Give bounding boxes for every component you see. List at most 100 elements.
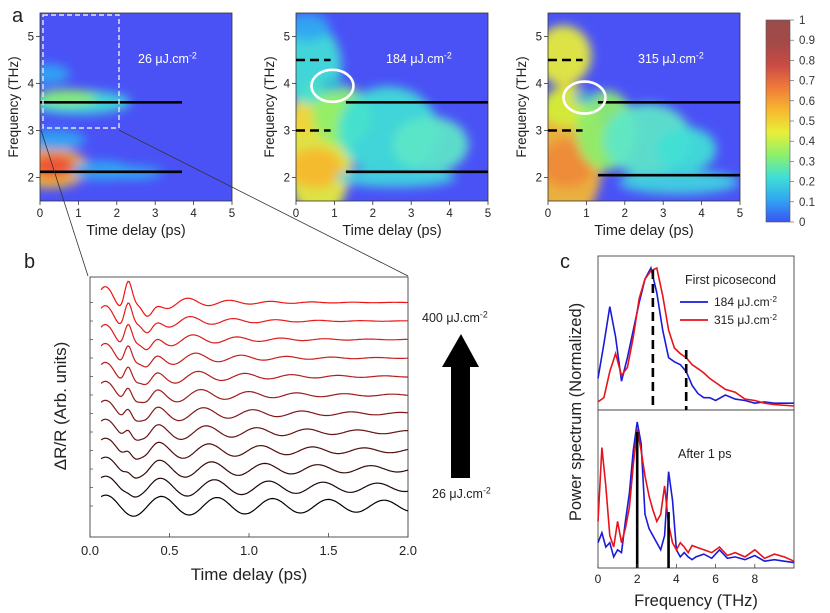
x-tick-label: 1 [75,208,81,220]
reflectivity-trace [100,475,409,498]
zoom-region-box [42,14,120,129]
heatmap-field [548,13,740,201]
x-tick-label: 1 [583,208,589,220]
y-tick-label: 5 [28,32,34,44]
y-tick-label: 2 [28,173,34,185]
x-tick-label: 2 [622,208,628,220]
colorbar-tick-label: 1 [799,15,805,27]
x-tick-label: 0 [37,208,43,220]
legend-label: 184 μJ.cm-2 [714,294,777,309]
x-tick-label: 4 [446,208,453,220]
x-tick-label: 4 [673,572,680,586]
x-tick-label: 0.0 [81,543,99,558]
zoom-connector-left [40,129,89,277]
reflectivity-trace [100,342,408,368]
x-tick-label: 6 [712,572,719,586]
heatmap-intensity [40,64,163,189]
heatmap-26: 26 μJ.cm-2 0 1 2 3 4 5 2 3 4 5 Time delay (ps) Frequ… [6,12,235,239]
panel-b-traces: 0.0 0.5 1.0 1.5 2.0 Time delay (ps) ΔR/R (Arb.… [51,276,491,584]
x-tick-label: 2 [634,572,641,586]
reflectivity-trace [100,361,408,386]
x-axis-label: Frequency (THz) [634,592,758,610]
intensity-arrow [442,334,479,478]
colorbar-tick-label: 0.6 [799,96,815,108]
panel-label-c: c [560,251,570,273]
y-tick-label: 5 [284,32,290,44]
x-tick-label: 3 [152,208,158,220]
y-tick-label: 4 [28,79,35,91]
x-tick-label: 4 [698,208,705,220]
x-tick-label: 5 [229,208,235,220]
panel-label-b: b [24,251,35,273]
fluence-annotation: 315 μJ.cm-2 [638,51,704,66]
reflectivity-trace [100,302,408,334]
x-tick-label: 3 [660,208,666,220]
fluence-bottom-label: 26 μJ.cm-2 [432,486,491,501]
colorbar-tick-label: 0.3 [799,156,815,168]
colorbar-tick-label: 0.1 [799,197,815,209]
x-tick-label: 1.0 [240,543,258,558]
intensity-blob [335,167,456,188]
x-axis-label: Time delay (ps) [594,223,693,239]
intensity-blob [40,129,86,150]
y-tick-label: 4 [284,79,291,91]
reflectivity-trace [100,437,409,460]
fluence-top-label: 400 μJ.cm-2 [422,310,488,325]
heatmap-frame [295,12,489,202]
intensity-blob [618,170,739,195]
highlight-circle [562,80,607,115]
heatmap-frame [547,12,741,202]
panel-c-title-bottom: After 1 ps [678,447,732,461]
highlight-circle [310,68,355,104]
panel-c-frame [597,255,795,569]
spectrum-184 [597,421,795,564]
x-axis-label: Time delay (ps) [86,223,185,239]
y-tick-label: 3 [536,126,542,138]
x-tick-label: 5 [737,208,743,220]
colorbar-tick-label: 0.5 [799,116,815,128]
reflectivity-trace [100,494,409,517]
intensity-blob [656,127,717,172]
reflectivity-trace [100,399,409,422]
x-tick-label: 8 [751,572,758,586]
colorbar-tick-label: 0.2 [799,177,815,189]
intensity-blob [548,25,592,86]
y-axis-label: Frequency (THz) [6,56,21,157]
reflectivity-trace [100,323,408,351]
x-tick-label: 0.5 [160,543,178,558]
heatmap-frame [39,12,233,202]
colorbar: 0 0.1 0.2 0.3 0.4 0.5 0.6 0.7 0.8 0.9 1 [765,15,816,229]
panel-c-spectra: First picosecond After 1 ps 184 μJ.cm-2 315… [567,255,795,610]
x-tick-label: 0 [293,208,299,220]
x-tick-label: 2 [114,208,120,220]
intensity-blob [296,13,330,42]
y-axis-label: Power spectrum (Normalized) [567,303,585,521]
intensity-blob [320,79,345,92]
reflectivity-trace [100,280,408,317]
fluence-annotation: 184 μJ.cm-2 [386,51,452,66]
y-axis-label: Frequency (THz) [514,56,529,157]
heatmap-field [40,13,232,201]
spectrum-315 [597,266,795,407]
colorbar-gradient [765,19,791,223]
x-tick-label: 0 [595,572,602,586]
panel-label-a: a [12,5,24,27]
x-tick-label: 1.5 [319,543,337,558]
heatmap-315: 315 μJ.cm-2 0 1 2 3 4 5 2 3 4 5 Time delay (ps) Freq… [514,12,743,239]
x-tick-label: 5 [485,208,491,220]
colorbar-tick-label: 0.7 [799,76,815,88]
colorbar-tick-label: 0 [799,217,805,229]
intensity-blob [572,91,597,104]
reflectivity-trace [100,418,408,441]
intensity-blob [40,153,76,178]
fluence-annotation: 26 μJ.cm-2 [138,51,197,66]
y-tick-label: 3 [284,126,290,138]
zoom-connector-right [118,129,409,277]
y-tick-label: 4 [536,79,543,91]
y-tick-label: 2 [284,173,290,185]
y-axis-label: Frequency (THz) [262,56,277,157]
x-tick-label: 2 [370,208,376,220]
intensity-blob [40,64,70,85]
intensity-blob [296,148,344,189]
